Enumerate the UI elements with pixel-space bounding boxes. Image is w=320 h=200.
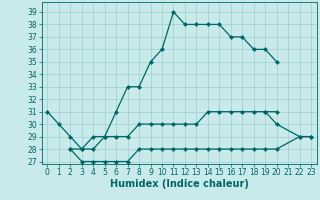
X-axis label: Humidex (Indice chaleur): Humidex (Indice chaleur): [110, 179, 249, 189]
